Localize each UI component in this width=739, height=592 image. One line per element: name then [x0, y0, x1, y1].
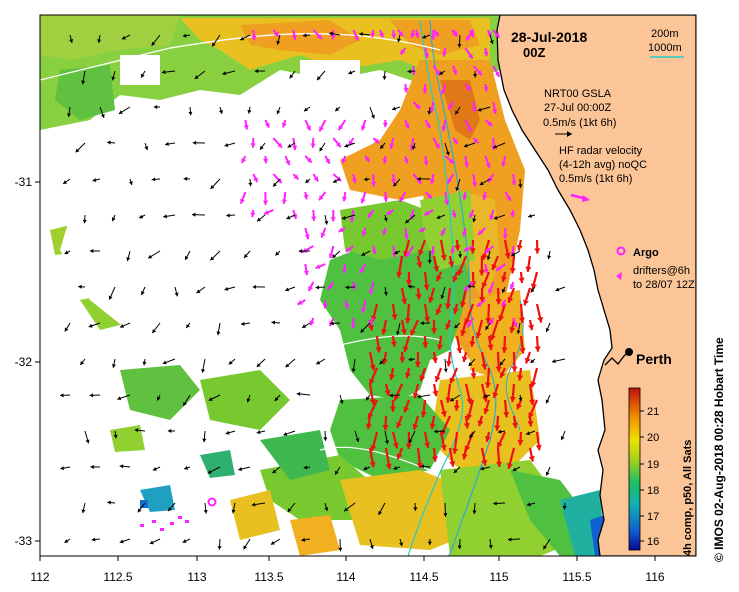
x-tick-label: 113.5	[254, 570, 283, 584]
scale-1000m: 1000m	[648, 42, 682, 54]
drifter-legend-icon	[616, 272, 622, 280]
red-velocity-arrows	[365, 239, 544, 470]
colorbar-label: 4h comp, p50, All Sats	[682, 440, 694, 556]
city-label: Perth	[636, 351, 672, 367]
drifter-label-1: drifters@6h	[633, 265, 690, 277]
gsla-arrowhead-icon	[567, 131, 572, 137]
x-tick-label: 114.5	[409, 570, 438, 584]
x-tick-label: 113	[187, 570, 206, 584]
colorbar-tick-label: 19	[647, 459, 659, 471]
x-tick-label: 112.5	[103, 570, 132, 584]
sst-field	[40, 15, 606, 556]
gsla-scale: 0.5m/s (1kt 6h)	[543, 117, 616, 129]
colorbar-tick-label: 20	[647, 432, 659, 444]
hf-scale: 0.5m/s (1kt 6h)	[559, 173, 632, 185]
x-tick-label: 112	[30, 570, 49, 584]
plot-area	[40, 15, 696, 556]
y-tick-label: -32	[15, 355, 33, 369]
gsla-title: NRT00 GSLA	[544, 88, 612, 100]
colorbar-tick-label: 21	[647, 406, 659, 418]
argo-legend-icon	[616, 246, 626, 256]
drifter-tracks	[140, 516, 189, 531]
map-date: 28-Jul-2018	[511, 29, 587, 45]
land	[496, 15, 696, 556]
x-axis: 112 112.5 113 113.5 114 114.5 115 115.5 116	[30, 556, 665, 584]
argo-float-marker	[207, 497, 217, 507]
x-tick-label: 114	[336, 570, 355, 584]
hf-title: HF radar velocity	[559, 145, 643, 157]
colorbar: 16 17 18 19 20 21 4h comp, p50, All Sats	[628, 387, 694, 556]
y-tick-label: -31	[15, 175, 33, 189]
hf-arrowhead-icon	[582, 195, 590, 202]
map-hour: 00Z	[523, 45, 545, 60]
gsla-arrows	[60, 31, 567, 552]
drifter-label-2: to 28/07 12Z	[633, 279, 695, 291]
x-tick-label: 116	[645, 570, 664, 584]
colorbar-tick-label: 18	[647, 485, 659, 497]
scale-200m: 200m	[651, 28, 679, 40]
y-tick-label: -33	[15, 534, 33, 548]
hf-avg: (4-12h avg) noQC	[559, 159, 647, 171]
colorbar-tick-label: 17	[647, 511, 659, 523]
colorbar-tick-label: 16	[647, 536, 659, 548]
x-tick-label: 115	[489, 570, 508, 584]
gsla-time: 27-Jul 00:00Z	[544, 102, 612, 114]
argo-label: Argo	[633, 247, 659, 259]
plot-frame	[39, 14, 697, 557]
bathymetry	[40, 19, 524, 556]
y-axis: -31 -32 -33	[15, 175, 40, 548]
credit: © IMOS 02-Aug-2018 00:28 Hobart Time	[712, 337, 726, 562]
x-tick-label: 115.5	[562, 570, 591, 584]
